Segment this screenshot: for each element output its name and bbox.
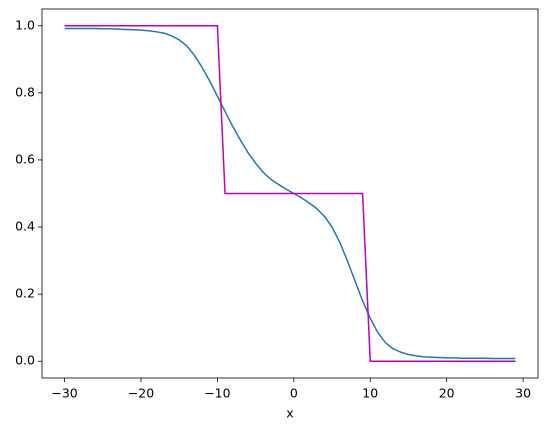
- y-tick-label: 0.8: [15, 84, 35, 99]
- x-tick-label: 30: [515, 386, 531, 401]
- x-tick-label: 0: [290, 386, 298, 401]
- x-tick-label: −30: [51, 386, 77, 401]
- y-tick-label: 0.2: [15, 286, 35, 301]
- plot-frame: [41, 8, 539, 379]
- x-tick-label: −10: [204, 386, 230, 401]
- data-line: [64, 25, 516, 362]
- y-tick-label: 0.4: [15, 219, 35, 234]
- x-tick-label: −20: [128, 386, 154, 401]
- y-tick-label: 0.0: [15, 353, 35, 368]
- data-line: [64, 27, 516, 360]
- x-tick-label: 20: [439, 386, 455, 401]
- y-tick-label: 1.0: [15, 17, 35, 32]
- y-tick-label: 0.6: [15, 151, 35, 166]
- x-tick-label: 10: [362, 386, 378, 401]
- x-axis-label: x: [286, 406, 293, 421]
